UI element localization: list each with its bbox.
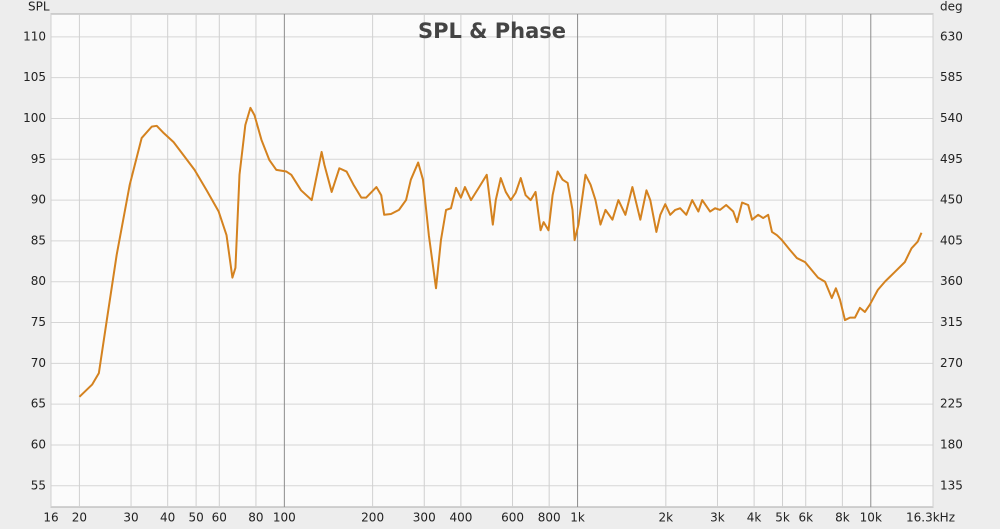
x-tick-label: 400 — [449, 511, 472, 525]
y2-tick-label: 405 — [940, 233, 963, 247]
x-tick-label: 100 — [273, 511, 296, 525]
y-tick-label: 55 — [31, 478, 46, 492]
y2-tick-label: 585 — [940, 70, 963, 84]
y-axis-label: SPL — [28, 0, 50, 14]
y2-tick-label: 360 — [940, 274, 963, 288]
y-tick-label: 95 — [31, 152, 46, 166]
y-tick-label: 90 — [31, 193, 46, 207]
x-tick-label: 60 — [212, 511, 227, 525]
x-tick-label: 5k — [775, 511, 790, 525]
y2-tick-label: 180 — [940, 437, 963, 451]
x-tick-label: 8k — [835, 511, 850, 525]
x-tick-label: 16 — [43, 511, 58, 525]
y2-tick-label: 225 — [940, 397, 963, 411]
x-tick-label: 80 — [248, 511, 263, 525]
y2-tick-label: 450 — [940, 193, 963, 207]
x-tick-label: 30 — [123, 511, 138, 525]
x-tick-label: 4k — [747, 511, 762, 525]
y-tick-label: 85 — [31, 233, 46, 247]
x-tick-label: 600 — [501, 511, 524, 525]
x-tick-label: 2k — [659, 511, 674, 525]
y2-axis-label: deg — [940, 0, 963, 14]
line-series — [78, 106, 923, 398]
x-tick-label: 6k — [798, 511, 813, 525]
x-tick-label: 50 — [188, 511, 203, 525]
y-tick-label: 70 — [31, 356, 46, 370]
y2-tick-label: 135 — [940, 478, 963, 492]
y2-tick-label: 495 — [940, 152, 963, 166]
chart-title: SPL & Phase — [418, 19, 566, 43]
y2-tick-label: 270 — [940, 356, 963, 370]
x-tick-label: 20 — [72, 511, 87, 525]
x-tick-label: 10k — [860, 511, 882, 525]
y-tick-label: 110 — [23, 29, 46, 43]
x-tick-label: 200 — [361, 511, 384, 525]
y-tick-label: 60 — [31, 437, 46, 451]
x-tick-label: 40 — [160, 511, 175, 525]
y-tick-label: 75 — [31, 315, 46, 329]
x-tick-label: 1k — [570, 511, 585, 525]
y-tick-label: 65 — [31, 397, 46, 411]
y2-tick-label: 315 — [940, 315, 963, 329]
x-tick-label: 3k — [710, 511, 725, 525]
x-tick-label: 300 — [413, 511, 436, 525]
y-tick-label: 80 — [31, 274, 46, 288]
y2-tick-label: 540 — [940, 111, 963, 125]
y-tick-label: 100 — [23, 111, 46, 125]
y-tick-label: 105 — [23, 70, 46, 84]
x-tick-label: 16.3kHz — [906, 511, 955, 525]
y2-tick-label: 630 — [940, 29, 963, 43]
plot-area — [50, 13, 934, 508]
x-tick-label: 800 — [538, 511, 561, 525]
